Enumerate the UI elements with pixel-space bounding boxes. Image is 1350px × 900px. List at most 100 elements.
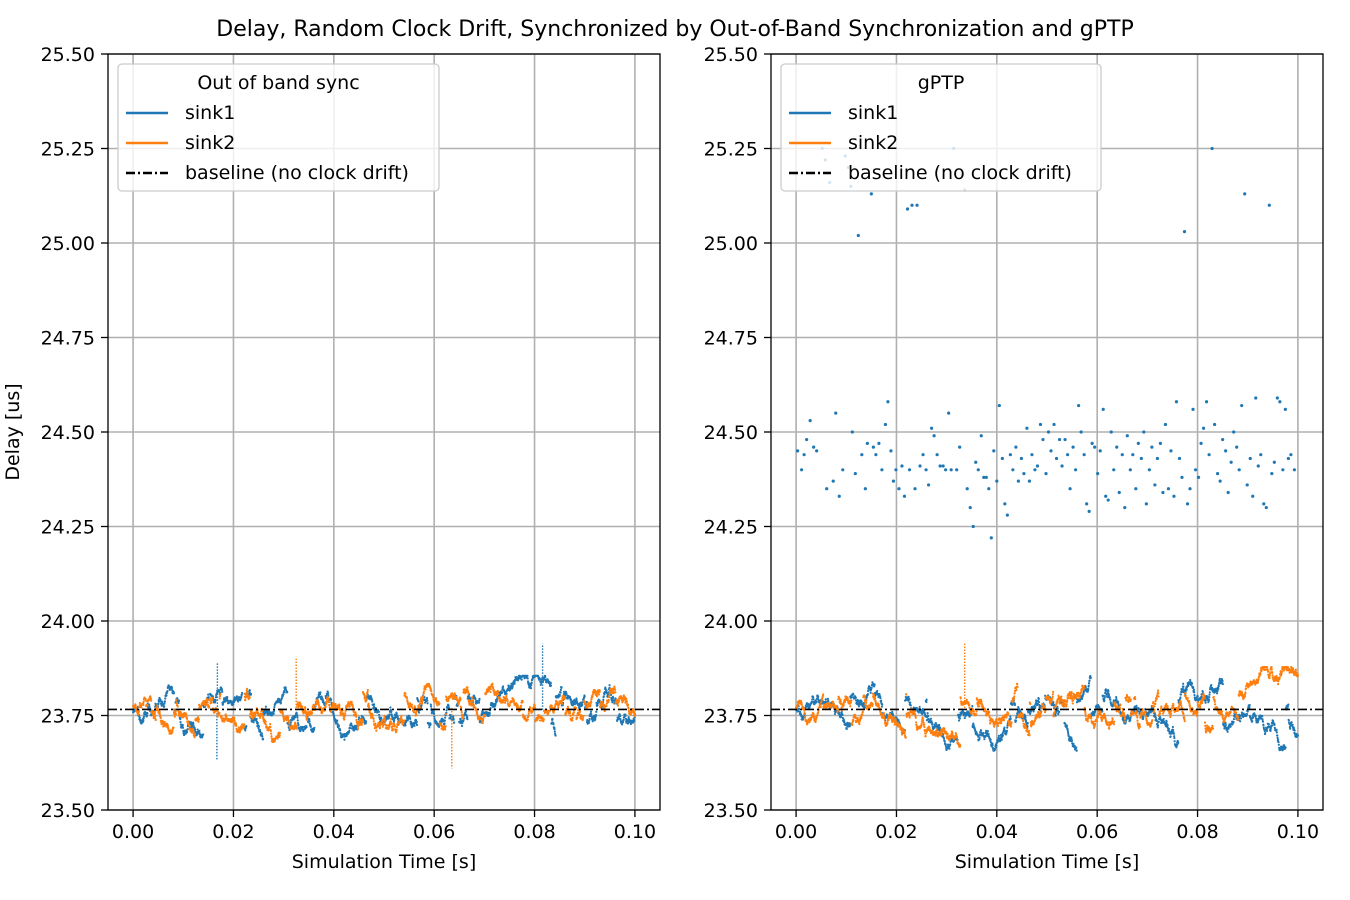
data-point-outlier xyxy=(907,468,912,472)
plot-area xyxy=(131,643,637,769)
data-point-outlier xyxy=(856,233,860,238)
legend-title: gPTP xyxy=(918,72,965,94)
data-point-outlier xyxy=(1166,487,1171,491)
legend: Out of band sync sink1 sink2 baseline (no c… xyxy=(117,63,440,192)
data-point-outlier xyxy=(1011,468,1015,472)
data-point-outlier xyxy=(1068,487,1072,491)
data-point-outlier xyxy=(1278,400,1282,404)
y-tick-label: 25.00 xyxy=(704,233,758,255)
data-point-outlier xyxy=(1216,471,1220,476)
data-point-outlier xyxy=(913,487,917,491)
data-point-outlier xyxy=(929,426,934,430)
data-point-outlier xyxy=(1286,456,1290,461)
data-point-outlier xyxy=(949,468,953,472)
data-point-outlier xyxy=(1191,407,1195,411)
x-axis-label: Simulation Time [s] xyxy=(292,851,477,873)
data-point-outlier xyxy=(825,487,829,491)
series-sink1 xyxy=(794,146,1300,752)
data-point-outlier xyxy=(1131,453,1135,457)
data-point-outlier xyxy=(802,453,806,457)
data-point-outlier xyxy=(1180,475,1184,479)
data-point-outlier xyxy=(1049,449,1053,453)
data-point-outlier xyxy=(812,445,816,449)
legend-label: sink1 xyxy=(185,102,235,124)
plot-area xyxy=(794,146,1300,752)
data-point-outlier xyxy=(1264,506,1268,510)
data-point-outlier xyxy=(1267,203,1271,207)
data-point-outlier xyxy=(1213,422,1217,427)
data-point-outlier xyxy=(1033,468,1037,472)
x-tick-label: 0.00 xyxy=(775,821,817,843)
data-point-outlier xyxy=(1256,464,1260,468)
data-point-outlier xyxy=(1163,422,1168,427)
series-trace-sink2 xyxy=(131,682,637,744)
data-point-outlier xyxy=(915,203,919,207)
y-tick-label: 25.25 xyxy=(41,139,95,161)
data-point-outlier xyxy=(860,453,864,457)
x-axis-label: Simulation Time [s] xyxy=(955,851,1140,873)
data-point-outlier xyxy=(1136,441,1140,445)
data-point-outlier xyxy=(1008,453,1012,457)
x-tick-label: 0.02 xyxy=(212,821,254,843)
legend-label: sink2 xyxy=(185,132,235,154)
data-point-outlier xyxy=(1019,456,1024,461)
data-point-outlier xyxy=(1117,490,1121,495)
data-point-outlier xyxy=(918,464,922,468)
data-point-outlier xyxy=(1123,506,1127,510)
data-point-outlier xyxy=(905,207,910,211)
data-point-outlier xyxy=(1224,449,1228,453)
data-point-outlier xyxy=(1251,494,1255,498)
data-point-outlier xyxy=(1196,475,1201,479)
data-point-outlier xyxy=(924,468,928,472)
data-point-outlier xyxy=(1025,426,1029,430)
legend-label: sink1 xyxy=(848,102,898,124)
data-point-outlier xyxy=(989,536,993,540)
data-point-outlier xyxy=(1182,230,1187,234)
data-point-outlier xyxy=(1169,449,1173,453)
data-point-outlier xyxy=(1155,456,1159,461)
data-point-outlier xyxy=(1096,471,1100,476)
data-point-outlier xyxy=(1144,502,1148,506)
data-point-outlier xyxy=(1109,430,1113,434)
y-tick-label: 24.50 xyxy=(704,422,758,444)
data-point-outlier xyxy=(1283,407,1287,411)
data-point-outlier xyxy=(869,192,873,196)
data-point-outlier xyxy=(1139,456,1143,461)
data-point-outlier xyxy=(935,453,939,457)
x-tick-label: 0.04 xyxy=(313,821,355,843)
data-point-outlier xyxy=(1063,437,1067,442)
data-point-outlier xyxy=(947,411,951,415)
data-point-outlier xyxy=(944,468,948,472)
data-point-outlier xyxy=(1125,434,1129,438)
data-point-outlier xyxy=(841,468,845,472)
data-point-outlier xyxy=(1098,449,1102,453)
legend-box xyxy=(117,63,440,192)
chart-panel-gptp: 0.00 0.02 0.04 0.06 0.08 0.10 23.50 23.75 24.00 2… xyxy=(704,44,1324,873)
x-tick-label: 0.10 xyxy=(614,821,656,843)
data-point-outlier xyxy=(941,464,945,468)
series-trace-sink1 xyxy=(794,674,1300,752)
data-point-outlier xyxy=(1281,468,1285,472)
data-point-outlier xyxy=(886,400,890,404)
data-point-outlier xyxy=(1022,471,1026,476)
data-point-outlier xyxy=(1030,453,1034,457)
data-point-outlier xyxy=(1254,396,1258,400)
data-point-outlier xyxy=(1193,468,1198,472)
data-point-outlier xyxy=(883,422,888,427)
data-point-outlier xyxy=(834,411,838,415)
y-tick-label: 24.75 xyxy=(704,328,758,350)
data-point-outlier xyxy=(874,453,878,457)
data-point-outlier xyxy=(1000,456,1004,461)
data-point-outlier xyxy=(889,449,893,453)
y-tick-label: 24.75 xyxy=(41,328,95,350)
data-point-outlier xyxy=(871,445,875,449)
data-point-outlier xyxy=(1054,456,1059,461)
data-point-outlier xyxy=(863,487,867,491)
data-point-outlier xyxy=(979,434,983,438)
data-point-outlier xyxy=(1158,441,1163,445)
data-point-outlier xyxy=(1185,502,1190,506)
data-point-outlier xyxy=(902,494,907,498)
data-point-outlier xyxy=(1027,479,1032,483)
data-point-outlier xyxy=(921,453,925,457)
